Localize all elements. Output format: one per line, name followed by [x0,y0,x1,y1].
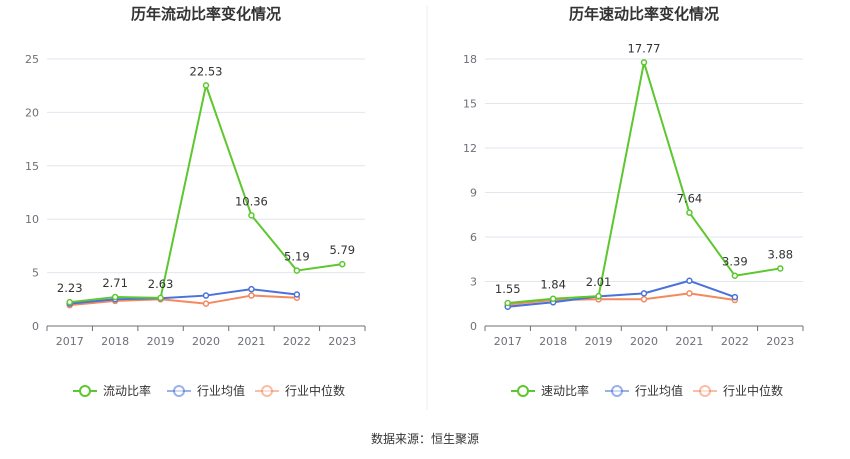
y-tick-label: 0 [32,320,39,333]
data-label: 17.77 [628,41,661,55]
legend-label: 行业均值 [197,383,245,398]
data-point-avg [293,291,301,298]
data-point-company [686,209,693,216]
x-tick-label: 2017 [56,335,84,348]
y-tick-label: 15 [463,98,477,111]
series-line-avg [69,288,297,305]
y-tick-label: 25 [25,53,39,66]
data-point-median [686,290,693,297]
legend-marker [173,385,185,397]
legend-label: 行业中位数 [285,383,345,398]
data-point-company [595,292,602,300]
data-point-company [111,293,119,301]
data-point-company [66,298,73,306]
legend-item-avg: 行业均值 [167,383,245,398]
x-tick-label: 2020 [630,335,658,348]
data-point-avg [640,290,648,297]
legend-label: 流动比率 [103,383,151,398]
data-point-company [248,212,255,219]
y-tick-label: 10 [25,213,39,226]
data-point-company [339,260,346,268]
y-tick-label: 5 [32,267,39,280]
data-point-median [640,296,648,303]
x-tick-label: 2023 [328,335,356,348]
data-point-avg [202,292,210,299]
data-label: 2.23 [57,281,83,295]
x-tick-label: 2019 [147,335,175,348]
legend-item-median: 行业中位数 [693,383,783,398]
data-point-company [293,267,301,274]
data-label: 3.39 [722,255,748,269]
legend-marker [517,385,529,397]
series-line-company [69,84,343,304]
x-tick-label: 2019 [585,335,613,348]
data-label: 5.79 [329,243,355,257]
y-tick-label: 18 [463,53,477,66]
series-line-avg [507,279,736,308]
data-label: 1.55 [495,282,521,296]
x-tick-label: 2022 [721,335,749,348]
data-point-company [731,272,739,279]
data-label: 22.53 [190,64,223,78]
legend-label: 行业均值 [635,383,683,398]
x-tick-label: 2023 [766,335,794,348]
data-label: 10.36 [235,194,268,208]
data-point-company [202,82,210,89]
current-ratio-chart: 历年流动比率变化情况 0 5 10 15 20 25 2017 2018 2019 2020 2021… [25,5,366,398]
x-tick-label: 2021 [237,335,265,348]
data-label: 1.84 [540,278,566,292]
data-label: 7.64 [677,192,703,206]
quick-ratio-chart: 历年速动比率变化情况 0 3 6 9 12 15 18 2017 2018 2019 2020 2021… [463,5,804,398]
legend-marker [261,385,273,397]
x-tick-label: 2017 [494,335,522,348]
data-label: 5.19 [284,250,310,264]
legend-item-company: 流动比率 [73,383,151,398]
data-point-median [202,300,210,307]
data-point-company [157,294,164,302]
y-tick-label: 6 [470,231,477,244]
x-tick-label: 2018 [539,335,567,348]
legend-marker [611,385,623,397]
legend-item-avg: 行业均值 [605,383,683,398]
data-point-company [504,299,511,307]
legend-marker [699,385,711,397]
data-point-median [248,292,255,299]
x-tick-label: 2018 [101,335,129,348]
data-label: 2.71 [102,276,128,290]
legend-item-company: 速动比率 [511,383,589,398]
data-source-text: 数据来源：恒生聚源 [371,431,479,446]
legend-marker [79,385,91,397]
y-tick-label: 20 [25,106,39,119]
chart-title: 历年流动比率变化情况 [131,5,281,23]
data-point-avg [248,285,255,293]
y-tick-label: 0 [470,320,477,333]
legend-item-median: 行业中位数 [255,383,345,398]
legend-label: 速动比率 [541,383,589,398]
y-tick-label: 15 [25,160,39,173]
y-tick-label: 9 [470,187,477,200]
legend-label: 行业中位数 [723,383,783,398]
x-tick-label: 2021 [675,335,703,348]
data-label: 3.88 [767,247,793,261]
data-point-avg [686,277,693,285]
x-tick-label: 2022 [283,335,311,348]
series-line-median [507,292,736,306]
data-label: 2.63 [148,277,174,291]
series-line-median [69,294,297,307]
x-tick-label: 2020 [192,335,220,348]
data-point-company [640,59,648,66]
data-point-company [549,295,557,302]
data-point-company [777,265,784,272]
data-point-avg [731,293,739,301]
chart-title: 历年速动比率变化情况 [569,5,719,23]
y-tick-label: 3 [470,276,477,289]
y-tick-label: 12 [463,142,477,155]
data-label: 2.01 [586,275,612,289]
